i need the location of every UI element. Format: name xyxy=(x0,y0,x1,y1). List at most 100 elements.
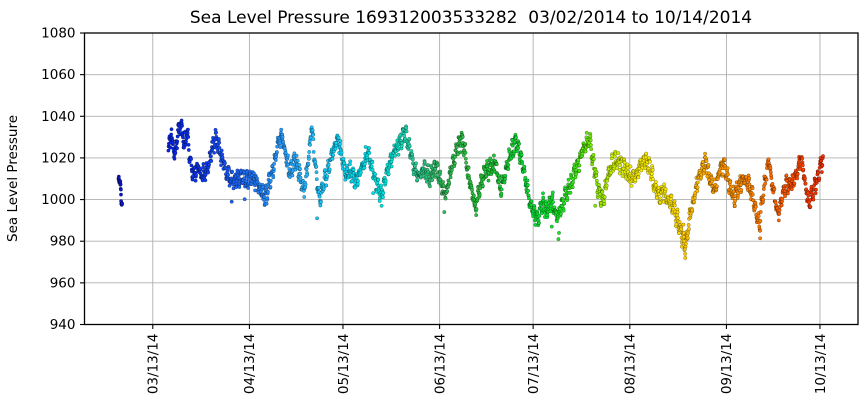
data-point xyxy=(768,170,773,175)
data-point xyxy=(311,149,316,154)
data-point xyxy=(409,149,414,154)
data-point xyxy=(206,170,211,175)
data-point xyxy=(314,177,319,182)
data-point xyxy=(227,183,232,188)
data-point xyxy=(367,146,371,151)
data-point xyxy=(498,184,502,189)
data-point xyxy=(674,222,679,227)
data-point xyxy=(557,230,561,235)
x-tick-label: 05/13/14 xyxy=(336,334,352,395)
data-point xyxy=(820,163,825,168)
data-point xyxy=(763,181,768,186)
data-point xyxy=(562,201,567,206)
data-point xyxy=(327,167,332,172)
data-point xyxy=(338,139,343,143)
data-point xyxy=(430,178,435,182)
data-point xyxy=(118,187,123,192)
data-point xyxy=(415,177,420,182)
data-point xyxy=(393,153,398,158)
data-point xyxy=(758,210,763,214)
data-point xyxy=(342,161,347,165)
data-point xyxy=(229,199,234,204)
data-point xyxy=(709,179,714,184)
data-point xyxy=(803,181,808,186)
data-point xyxy=(580,151,585,156)
data-point xyxy=(445,189,450,194)
data-point xyxy=(649,171,654,176)
data-point xyxy=(525,183,530,187)
data-point xyxy=(265,196,270,201)
data-point xyxy=(201,165,206,170)
data-point xyxy=(544,201,549,206)
data-point xyxy=(313,160,318,164)
axes-layer xyxy=(80,32,859,329)
data-point xyxy=(777,208,782,213)
data-point xyxy=(821,154,825,159)
data-point xyxy=(290,173,295,178)
data-point xyxy=(618,163,623,168)
data-point xyxy=(526,196,531,201)
data-point xyxy=(566,177,571,182)
data-point xyxy=(470,188,474,192)
data-point xyxy=(463,150,468,155)
data-point xyxy=(801,167,806,172)
data-point xyxy=(298,171,303,176)
data-point xyxy=(591,157,596,162)
data-point xyxy=(519,152,524,157)
data-point xyxy=(353,185,357,190)
data-point xyxy=(370,160,375,165)
data-point xyxy=(227,166,231,171)
data-point xyxy=(779,203,784,208)
data-point xyxy=(414,161,419,166)
data-point xyxy=(647,159,652,164)
x-tick-label: 04/13/14 xyxy=(242,334,258,395)
data-point xyxy=(808,204,813,209)
y-tick-label: 940 xyxy=(50,317,76,333)
data-point xyxy=(739,187,744,192)
data-point xyxy=(331,152,336,157)
data-point xyxy=(602,202,607,206)
data-point xyxy=(304,167,309,172)
data-point xyxy=(541,195,546,200)
data-point xyxy=(593,203,598,208)
data-point xyxy=(311,137,316,142)
data-point xyxy=(386,172,391,177)
data-point xyxy=(570,185,575,190)
data-point xyxy=(433,172,438,177)
data-point xyxy=(747,182,752,187)
data-point xyxy=(441,180,446,184)
data-point xyxy=(811,197,816,202)
data-point xyxy=(410,157,415,162)
data-point xyxy=(463,156,468,161)
data-point xyxy=(376,177,381,182)
data-point xyxy=(212,150,217,155)
data-point xyxy=(663,187,668,192)
data-point xyxy=(783,194,788,199)
data-point xyxy=(292,151,297,156)
y-tick-label: 1040 xyxy=(41,109,75,125)
data-point xyxy=(681,235,686,240)
data-point xyxy=(733,198,738,203)
data-point xyxy=(512,139,517,144)
data-point xyxy=(463,142,468,146)
data-point xyxy=(514,135,518,140)
data-point xyxy=(758,236,763,241)
data-point xyxy=(819,170,824,175)
data-point xyxy=(298,166,302,171)
y-tick-label: 960 xyxy=(50,275,76,291)
data-point xyxy=(750,186,755,191)
data-point xyxy=(443,196,448,201)
data-point xyxy=(455,152,460,157)
data-point xyxy=(681,230,686,235)
data-point xyxy=(438,169,443,174)
data-point xyxy=(173,150,178,155)
data-point xyxy=(219,148,224,153)
data-point xyxy=(119,192,123,197)
data-point xyxy=(260,185,265,189)
data-point xyxy=(488,156,493,161)
data-point xyxy=(650,168,655,173)
data-point xyxy=(516,146,521,150)
data-point xyxy=(683,255,688,260)
data-point xyxy=(118,182,123,187)
